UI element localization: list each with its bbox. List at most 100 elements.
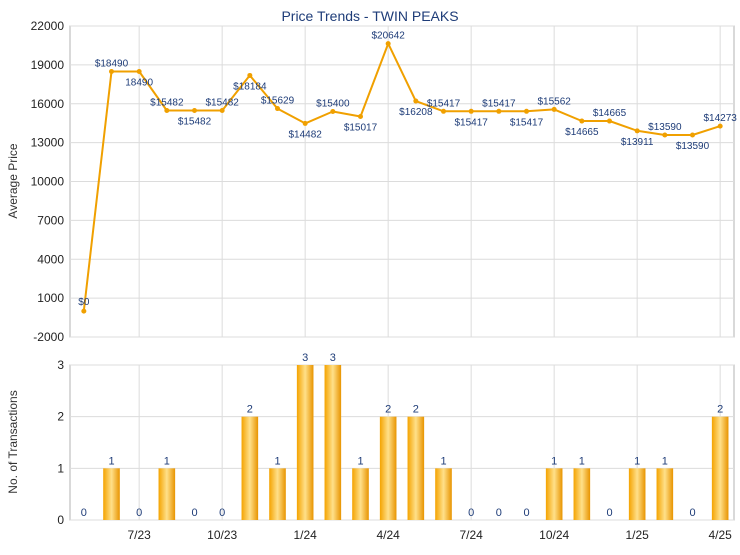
x-tick-label: 4/25 [708,528,732,542]
x-tick-label: 7/23 [127,528,151,542]
price-point [358,113,363,119]
transactions-y-ticks: 0 1 2 3 [57,358,64,527]
transaction-bar-label: 1 [274,455,280,467]
transactions-y-tick-label: 1 [57,461,64,475]
price-point-label: $15417 [482,98,516,109]
transaction-bar [545,468,563,520]
price-point-label: $15400 [316,99,350,110]
transaction-bar-label: 0 [219,507,225,519]
price-point-label: $20642 [371,31,405,42]
x-tick-label: 1/24 [293,528,317,542]
price-point-label: 18490 [125,77,153,88]
price-y-tick-label: 16000 [31,97,65,111]
price-point-label: $15482 [150,97,184,108]
price-y-tick-label: 13000 [31,136,65,150]
transaction-bar-label: 1 [440,455,446,467]
price-y-tick-label: 1000 [37,291,64,305]
price-line-group [82,42,721,312]
transaction-bar [407,416,425,520]
price-point [524,108,529,114]
price-point [413,98,419,104]
price-y-ticks: -2000 1000 4000 7000 10000 13000 16000 19000 220… [31,19,65,344]
transaction-bar [628,468,646,520]
transaction-bar [656,468,674,520]
price-point-label: $15482 [205,97,239,108]
price-point [302,120,308,126]
price-point-label: $14665 [593,108,627,119]
price-point [219,107,225,113]
transaction-bars [103,365,729,520]
price-point [690,132,695,138]
transaction-bar-label: 2 [385,404,391,416]
price-point-label: $13590 [648,122,682,133]
price-y-tick-label: 22000 [31,19,65,33]
price-y-axis-label: Average Price [6,143,20,218]
transaction-bar [435,468,452,520]
transaction-bar [711,416,729,520]
price-point-label: $16208 [399,107,433,118]
transaction-bar-label: 1 [164,455,170,467]
price-point [662,132,668,138]
transaction-bar-label: 3 [330,352,336,364]
price-point-label: $15417 [454,117,488,128]
price-point-label: $15417 [427,98,461,109]
price-point-label: $18184 [233,81,267,92]
transaction-bar-label: 1 [551,455,557,467]
transactions-y-tick-label: 3 [57,358,64,372]
price-point [164,107,170,113]
transactions-y-tick-label: 0 [57,513,64,527]
transaction-bar-label: 1 [634,455,640,467]
transaction-bar-label: 2 [717,404,723,416]
x-tick-label: 1/25 [625,528,649,542]
x-tick-label: 4/24 [376,528,400,542]
price-y-tick-label: 4000 [37,252,64,266]
price-point-label: $0 [78,297,90,308]
price-point-label: $15629 [261,96,295,107]
transaction-bar-label: 0 [81,507,87,519]
chart-title: Price Trends - TWIN PEAKS [281,8,458,24]
price-point [551,106,557,112]
transaction-bar [352,468,369,520]
transactions-y-tick-label: 2 [57,410,64,424]
price-point [109,68,114,74]
price-point [579,118,585,124]
price-points [81,41,723,314]
price-point [607,118,612,124]
transaction-bar-label: 1 [579,455,585,467]
price-point-label: $14482 [288,129,322,140]
transaction-bar-label: 0 [523,507,529,519]
transaction-bar-label: 1 [662,455,668,467]
price-point-label: $14665 [565,127,599,138]
price-point [496,108,502,114]
price-point-label: $13911 [621,137,654,148]
transaction-bar [269,468,286,520]
transaction-bar [379,416,397,520]
transaction-bar-label: 2 [247,404,253,416]
price-point [385,41,391,47]
transaction-bar-label: 3 [302,352,308,364]
price-point-label: $15562 [537,96,571,107]
price-y-tick-label: -2000 [33,330,64,344]
price-point [441,108,446,114]
transaction-bar-label: 1 [108,455,114,467]
x-ticks: 7/23 10/23 1/24 4/24 7/24 10/24 1/25 4/25 [127,528,732,542]
price-point [247,72,253,78]
transaction-bar-label: 0 [496,507,502,519]
price-point [81,308,87,314]
price-point-label: $18490 [95,58,129,69]
transaction-bar [158,468,176,520]
transaction-bar-label: 1 [357,455,363,467]
price-point [468,108,474,114]
price-y-tick-label: 7000 [37,213,64,227]
transaction-bar [324,365,342,520]
price-y-tick-label: 10000 [31,175,65,189]
x-tick-label: 10/23 [207,528,237,542]
price-y-tick-label: 19000 [31,58,65,72]
transaction-bar-label: 0 [136,507,142,519]
price-point-labels: $0 $18490 18490 $15482 $15482 $15482 $18184 $15… [78,31,737,308]
transaction-bar [103,468,120,520]
transaction-bar-label: 0 [191,507,197,519]
price-line [82,42,721,312]
